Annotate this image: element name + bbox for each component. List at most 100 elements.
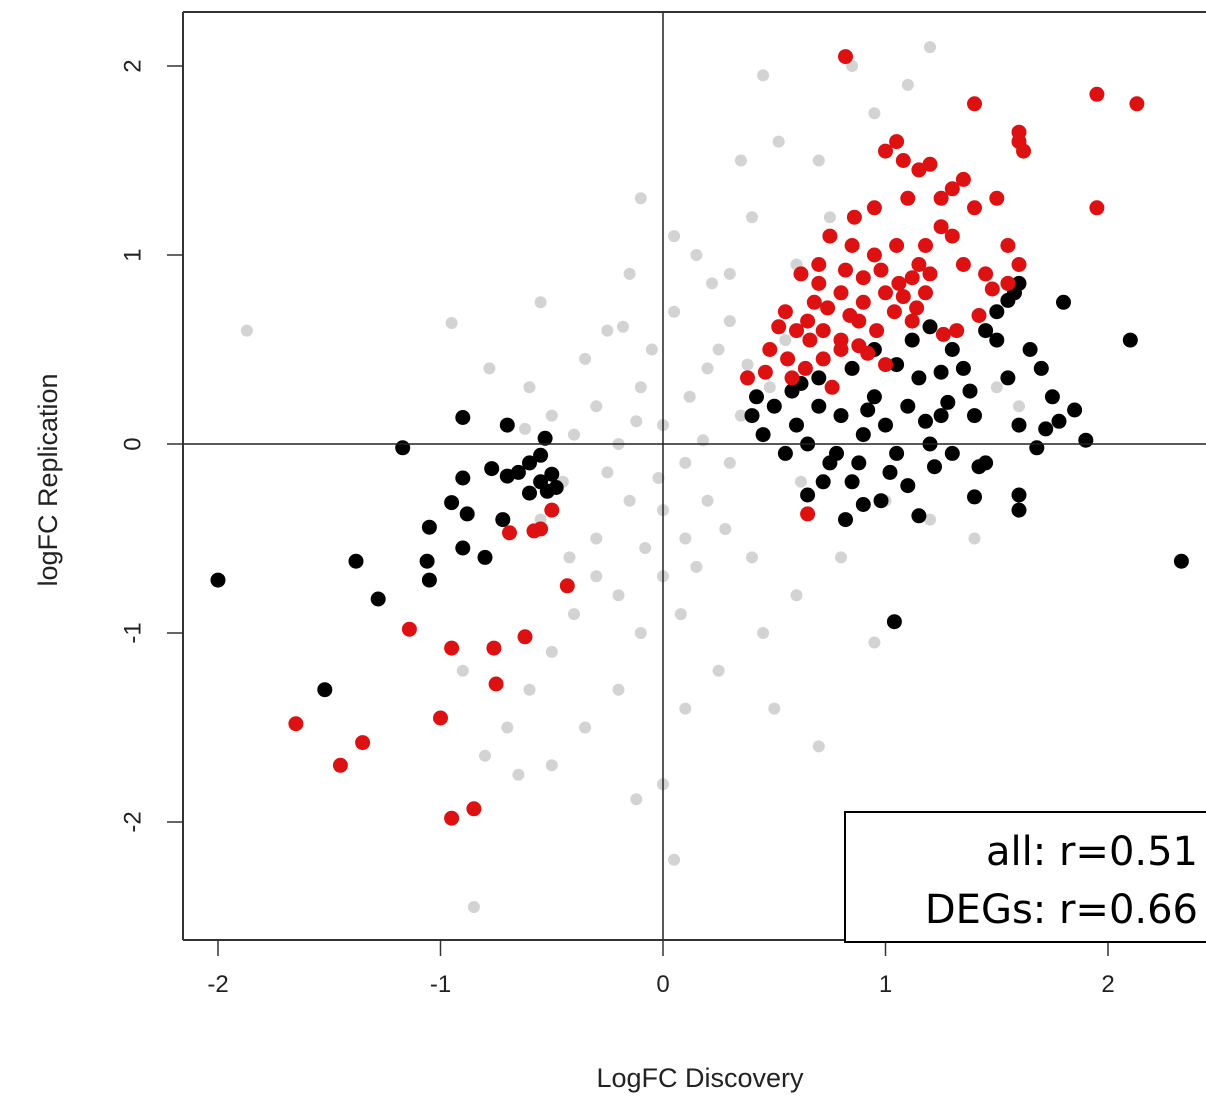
red-point [838,49,853,65]
black-point [855,427,871,443]
reference-lines [183,12,1206,940]
red-point [846,209,862,225]
red-point [904,313,920,329]
black-point [978,323,994,339]
black-point [955,360,971,376]
black-point [851,455,867,471]
background-point [634,627,647,639]
black-point [811,398,827,414]
red-point [1016,143,1031,159]
background-point [690,249,703,261]
background-point [812,154,825,167]
background-point [734,409,747,422]
black-point [889,445,905,461]
background-point [240,324,253,337]
red-point [332,757,348,773]
red-point [444,810,460,826]
background-point [617,320,629,333]
black-point [989,332,1005,348]
x-tick-label: -2 [207,971,228,998]
black-point [838,512,853,528]
x-tick-label: 2 [1101,971,1114,998]
red-point [789,323,804,339]
red-point [1129,96,1145,112]
red-point [1000,275,1016,291]
background-point [706,277,718,290]
red-point [844,238,860,253]
black-point [455,410,471,425]
red-point [878,143,893,159]
red-point [949,323,965,339]
black-point [317,682,333,698]
black-point [755,427,771,443]
red-point [757,364,773,380]
black-point [878,417,893,433]
background-point [563,551,576,564]
black-point [537,430,553,446]
red-point [1000,238,1016,253]
red-point [1089,86,1105,102]
background-point [690,560,703,573]
red-point [811,275,827,291]
background-point [868,636,881,649]
black-point [459,506,475,522]
black-point [455,540,471,556]
background-point [790,589,803,602]
red-point [886,304,902,320]
black-point [1022,342,1038,357]
red-point [486,640,502,656]
y-tick-label: 1 [120,248,147,261]
black-point [922,319,938,335]
black-point [1056,294,1071,310]
background-point [823,211,836,224]
legend-entry-all: all: r=0.51 [986,829,1198,875]
background-point [924,41,936,54]
y-tick-label: -2 [120,811,147,832]
red-point [800,506,816,522]
red-point [815,323,831,339]
black-point [1067,402,1083,418]
background-point [779,334,792,347]
black-point [1044,389,1060,405]
red-point [762,342,778,357]
legend-entry-degs: DEGs: r=0.66 [925,887,1198,933]
background-point [579,721,592,734]
red-point [855,270,871,286]
background-point [512,768,525,781]
background-point [723,456,736,469]
background-point [968,532,981,545]
red-point [984,281,1000,297]
black-point [971,459,987,475]
red-point [891,275,907,291]
black-point [348,553,364,569]
background-point [623,267,636,280]
x-tick-label: 0 [656,971,669,998]
x-tick-label: -1 [430,971,451,998]
black-point [1011,487,1027,503]
background-point [1013,400,1025,413]
red-point [935,326,951,342]
black-point [933,364,949,380]
red-point [806,294,822,310]
red-point [780,351,796,367]
black-point [860,402,876,418]
red-point [900,190,916,206]
background-point [746,551,758,564]
black-point [544,466,560,482]
red-point [777,304,793,320]
background-point [990,381,1003,394]
background-point [630,415,643,428]
background-point [612,589,625,602]
red-point [889,238,905,253]
background-point [601,324,614,337]
black-point [395,440,411,456]
black-point [522,455,537,471]
red-point [944,228,960,244]
red-point [878,357,893,373]
background-point [523,683,536,696]
background-point [901,78,914,91]
x-axis: -2 -1 0 1 2 [207,940,1115,998]
red-point [911,257,927,272]
red-point [820,300,836,316]
red-point [967,200,982,216]
